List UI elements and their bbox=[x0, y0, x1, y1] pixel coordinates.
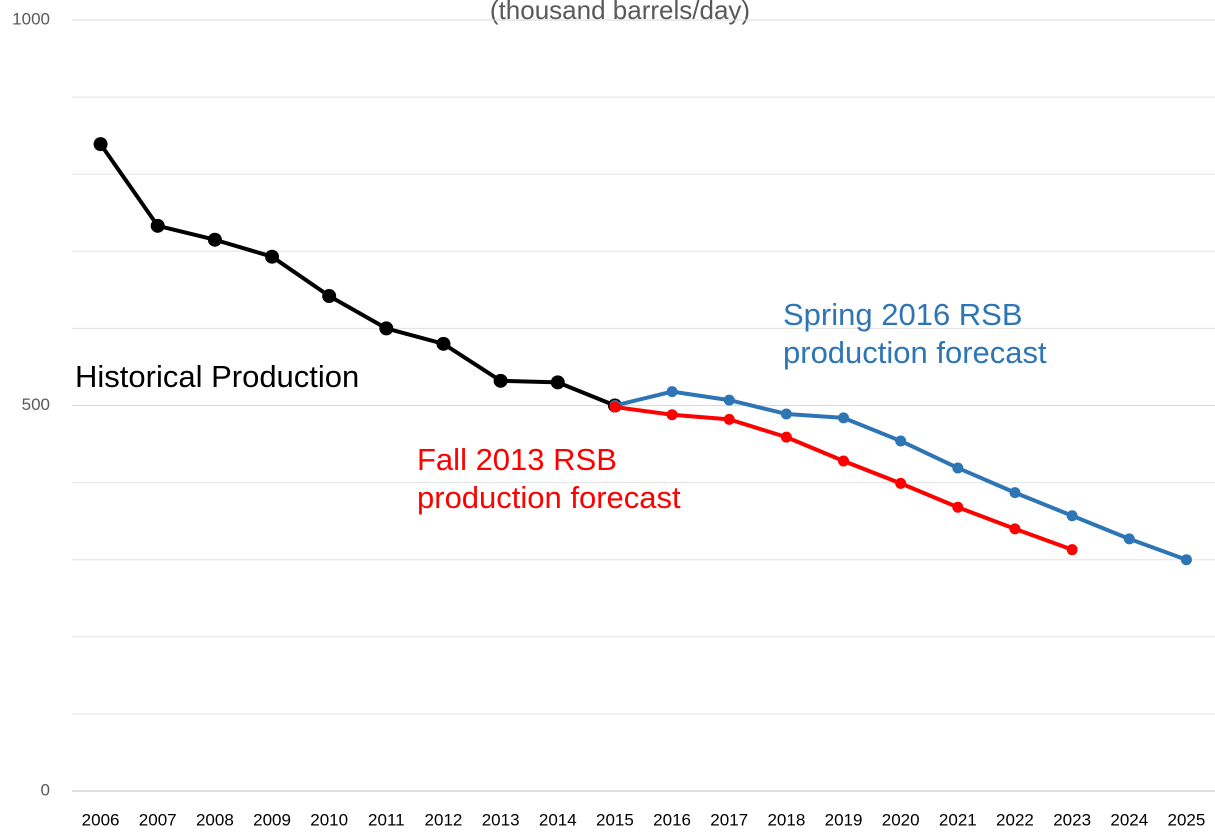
point-marker bbox=[150, 218, 165, 233]
point-marker bbox=[493, 373, 508, 388]
point-marker bbox=[322, 289, 337, 304]
point-marker bbox=[550, 375, 565, 390]
x-tick-label: 2009 bbox=[253, 810, 291, 829]
point-marker bbox=[723, 394, 735, 406]
point-marker bbox=[93, 137, 108, 152]
x-tick-label: 2022 bbox=[996, 810, 1034, 829]
x-tick-label: 2016 bbox=[653, 810, 691, 829]
point-marker bbox=[1066, 544, 1078, 556]
series-label: Fall 2013 RSB production forecast bbox=[417, 442, 681, 515]
x-tick-label: 2020 bbox=[882, 810, 920, 829]
point-marker bbox=[436, 336, 451, 351]
x-tick-label: 2021 bbox=[939, 810, 977, 829]
x-tick-label: 2023 bbox=[1053, 810, 1091, 829]
x-tick-label: 2018 bbox=[767, 810, 805, 829]
x-tick-label: 2025 bbox=[1168, 810, 1206, 829]
x-tick-label: 2007 bbox=[139, 810, 177, 829]
point-marker bbox=[895, 477, 907, 489]
series-label: Spring 2016 RSB production forecast bbox=[783, 297, 1047, 370]
x-tick-label: 2006 bbox=[82, 810, 120, 829]
point-marker bbox=[780, 408, 792, 420]
point-marker bbox=[609, 401, 621, 413]
x-tick-label: 2008 bbox=[196, 810, 234, 829]
point-marker bbox=[1066, 510, 1078, 522]
point-marker bbox=[666, 409, 678, 421]
point-marker bbox=[379, 321, 394, 336]
point-marker bbox=[952, 501, 964, 513]
point-marker bbox=[1180, 554, 1192, 566]
point-marker bbox=[1123, 533, 1135, 545]
series-label: Historical Production bbox=[75, 359, 360, 394]
point-marker bbox=[723, 413, 735, 425]
y-tick-label: 500 bbox=[22, 395, 50, 414]
x-tick-label: 2011 bbox=[368, 810, 405, 829]
point-marker bbox=[1009, 487, 1021, 499]
point-marker bbox=[265, 249, 280, 264]
chart-subtitle: (thousand barrels/day) bbox=[490, 0, 750, 25]
point-marker bbox=[207, 232, 222, 247]
point-marker bbox=[838, 412, 850, 424]
point-marker bbox=[838, 455, 850, 467]
point-marker bbox=[780, 431, 792, 443]
series-line bbox=[98, 142, 616, 408]
point-marker bbox=[1009, 523, 1021, 535]
x-tick-label: 2015 bbox=[596, 810, 634, 829]
x-tick-label: 2019 bbox=[825, 810, 863, 829]
y-tick-label: 0 bbox=[41, 780, 50, 799]
x-tick-label: 2017 bbox=[710, 810, 748, 829]
x-tick-label: 2024 bbox=[1110, 810, 1148, 829]
y-tick-label: 1000 bbox=[12, 9, 50, 28]
point-marker bbox=[952, 462, 964, 474]
x-tick-label: 2014 bbox=[539, 810, 577, 829]
x-tick-label: 2013 bbox=[482, 810, 520, 829]
point-marker bbox=[895, 435, 907, 447]
x-tick-label: 2010 bbox=[310, 810, 348, 829]
x-tick-label: 2012 bbox=[425, 810, 463, 829]
point-marker bbox=[666, 386, 678, 398]
